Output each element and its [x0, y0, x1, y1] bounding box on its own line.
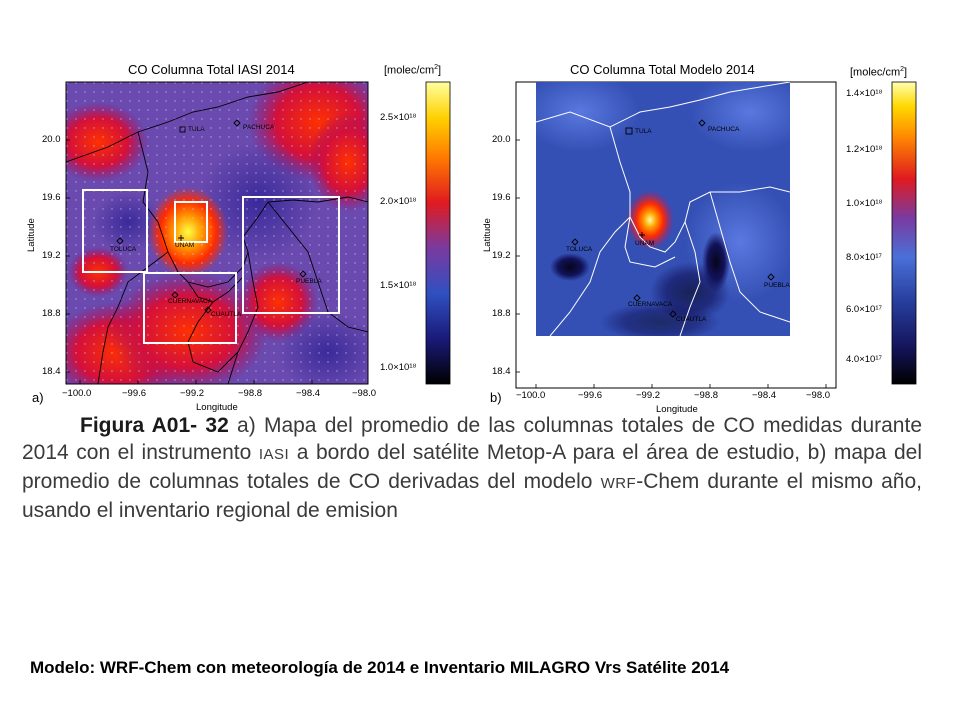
model-heatmap: [515, 81, 837, 389]
x-tick-label: −100.0: [516, 390, 546, 401]
iasi-heatmap: [66, 82, 368, 384]
colorbar-tick-label: 8.0×10¹⁷: [846, 252, 882, 263]
y-axis-title: Latitude: [26, 218, 37, 252]
city-label-pachuca: PACHUCA: [708, 126, 740, 133]
colorbar-tick-label: 6.0×10¹⁷: [846, 304, 882, 315]
x-tick-label: −98.8: [694, 390, 719, 401]
city-label-unam: UNAM: [635, 240, 655, 247]
colorbar-tick-label: 1.4×10¹⁸: [846, 88, 883, 99]
y-tick-label: 19.6: [42, 192, 61, 203]
y-tick-label: 19.6: [492, 192, 511, 203]
iasi-map-panel: CO Columna Total IASI 2014 [molec/cm2]: [18, 52, 478, 416]
colorbar-tick-label: 4.0×10¹⁷: [846, 354, 882, 365]
city-label-tula: TULA: [188, 126, 205, 133]
x-tick-label: −98.0: [806, 390, 831, 401]
x-tick-label: −99.2: [636, 390, 661, 401]
city-label-toluca: TOLUCA: [110, 246, 137, 253]
x-tick-label: −99.6: [122, 388, 147, 399]
panel-label: a): [32, 390, 44, 405]
colorbar-tick-label: 1.0×10¹⁸: [846, 198, 883, 209]
iasi-map-figure: [65, 81, 451, 385]
city-label-puebla: PUEBLA: [296, 278, 322, 285]
city-label-cuautla: CUAUTLA: [211, 311, 242, 318]
y-tick-label: 20.0: [492, 134, 511, 145]
city-label-cuautla: CUAUTLA: [676, 316, 707, 323]
slide-footer: Modelo: WRF-Chem con meteorología de 201…: [30, 658, 730, 677]
x-tick-label: −99.6: [578, 390, 603, 401]
figure-label: Figura A01- 32: [80, 414, 229, 437]
city-label-toluca: TOLUCA: [566, 246, 593, 253]
caption-iasi: IASI: [258, 446, 290, 463]
map-title: CO Columna Total Modelo 2014: [570, 62, 755, 77]
y-tick-label: 19.2: [492, 250, 511, 261]
x-tick-label: −98.4: [296, 388, 321, 399]
colorbar: [425, 81, 451, 385]
colorbar-tick-label: 1.5×10¹⁸: [380, 280, 417, 291]
x-tick-label: −98.0: [352, 388, 377, 399]
y-tick-label: 20.0: [42, 134, 61, 145]
x-tick-label: −98.4: [752, 390, 777, 401]
colorbar-unit-label: [molec/cm2]: [384, 64, 442, 77]
x-tick-label: −100.0: [62, 388, 92, 399]
figure-caption: Figura A01- 32 a) Mapa del promedio de l…: [22, 412, 922, 524]
caption-wrf: WRF: [600, 475, 637, 492]
y-tick-label: 18.4: [42, 366, 61, 377]
model-map-figure: [515, 81, 917, 389]
y-tick-label: 18.8: [492, 308, 511, 319]
colorbar-unit-label: [molec/cm2]: [850, 66, 908, 79]
caption-text: a) Mapa del promedio de las columnas tot…: [22, 414, 923, 464]
city-label-pachuca: PACHUCA: [243, 124, 275, 131]
y-tick-label: 18.4: [492, 366, 511, 377]
y-axis-title: Latitude: [482, 218, 493, 252]
colorbar-tick-label: 1.2×10¹⁸: [846, 144, 883, 155]
city-label-cuernavaca: CUERNAVACA: [168, 298, 213, 305]
panel-label: b): [490, 390, 502, 405]
x-tick-label: −99.2: [180, 388, 205, 399]
caption-text: a bordo del satélite Metop-A para el áre…: [22, 441, 922, 493]
model-map-panel: CO Columna Total Modelo 2014 [molec/cm2]: [480, 52, 940, 416]
caption-text: -Chem durante el mismo año, usando el in…: [22, 470, 922, 522]
city-label-tula: TULA: [635, 128, 652, 135]
y-tick-label: 19.2: [42, 250, 61, 261]
map-title: CO Columna Total IASI 2014: [128, 62, 295, 77]
colorbar-tick-label: 1.0×10¹⁸: [380, 362, 417, 373]
city-label-cuernavaca: CUERNAVACA: [628, 301, 673, 308]
x-axis-title: Longitude: [196, 402, 238, 413]
colorbar: [891, 81, 917, 385]
y-tick-label: 18.8: [42, 308, 61, 319]
x-axis-title: Longitude: [656, 404, 698, 415]
x-tick-label: −98.8: [238, 388, 263, 399]
colorbar-tick-label: 2.5×10¹⁸: [380, 112, 417, 123]
city-label-unam: UNAM: [175, 242, 195, 249]
city-label-puebla: PUEBLA: [764, 282, 790, 289]
colorbar-tick-label: 2.0×10¹⁸: [380, 196, 417, 207]
